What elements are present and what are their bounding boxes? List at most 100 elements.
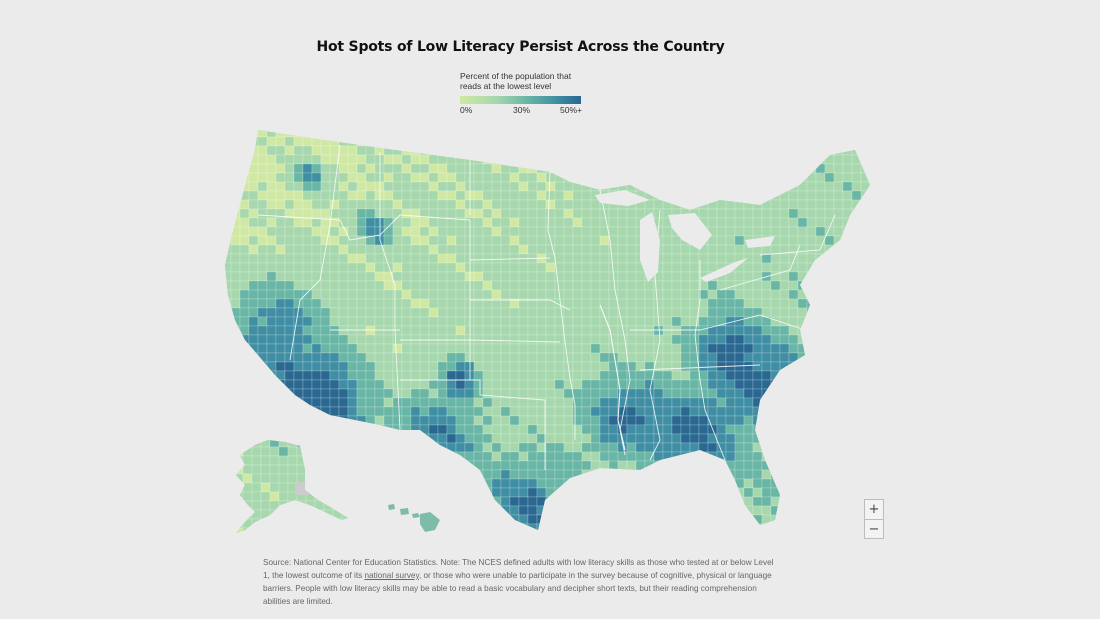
county-cell [482,415,493,426]
county-cell [581,172,592,183]
county-cell [269,500,280,511]
county-cell [698,460,709,471]
county-cell [842,253,853,264]
county-cell [635,451,646,462]
county-cell [320,460,331,471]
county-cell [302,325,313,336]
county-cell [236,527,244,533]
county-cell [869,136,870,147]
county-cell [725,130,736,138]
county-cell [284,163,295,174]
county-cell [383,307,394,318]
county-cell [545,469,556,480]
county-cell [563,262,574,273]
county-cell [842,325,853,336]
county-cell [734,298,745,309]
county-cell [302,199,313,210]
county-cell [428,325,439,336]
county-cell [707,262,718,273]
county-cell [500,406,511,417]
county-cell [266,325,277,336]
county-cell [833,154,844,165]
county-cell [752,361,763,372]
county-cell [419,235,430,246]
county-cell [581,406,592,417]
county-cell [257,298,268,309]
county-cell [635,325,646,336]
county-cell [797,217,808,228]
county-cell [236,491,244,502]
zoom-out-button[interactable]: − [865,520,883,539]
county-cell [464,130,475,138]
county-cell [527,415,538,426]
county-cell [779,190,790,201]
national-survey-link[interactable]: national survey [364,571,419,580]
county-cell [239,208,250,219]
county-cell [260,527,271,533]
county-cell [869,325,870,336]
zoom-in-button[interactable]: + [865,500,883,519]
county-cell [698,442,709,453]
county-cell [770,451,781,462]
county-cell [815,199,826,210]
county-cell [437,190,448,201]
county-cell [239,181,250,192]
county-cell [572,361,583,372]
county-cell [869,379,870,390]
county-cell [314,527,325,533]
county-cell [716,199,727,210]
county-cell [545,388,556,399]
county-cell [698,361,709,372]
county-cell [716,406,727,417]
county-cell [518,289,529,300]
county-cell [815,307,826,318]
county-cell [806,406,817,417]
county-cell [338,217,349,228]
county-cell [536,217,547,228]
county-cell [248,370,259,381]
county-cell [698,487,709,498]
county-cell [869,433,870,444]
county-cell [482,523,493,530]
county-cell [365,154,376,165]
county-cell [617,478,628,489]
county-cell [482,514,493,525]
county-cell [527,208,538,219]
county-cell [599,469,610,480]
county-cell [293,244,304,255]
county-cell [293,190,304,201]
county-cell [716,460,727,471]
county-cell [275,136,286,147]
county-cell [842,514,853,525]
county-cell [347,199,358,210]
county-cell [383,199,394,210]
county-cell [419,172,430,183]
county-cell [341,500,348,511]
county-cell [257,199,268,210]
county-cell [788,388,799,399]
county-cell [491,172,502,183]
county-cell [356,199,367,210]
county-cell [599,343,610,354]
county-cell [518,235,529,246]
county-cell [644,505,655,516]
county-cell [662,352,673,363]
county-cell [347,325,358,336]
county-cell [725,424,736,435]
county-cell [236,455,244,466]
county-cell [410,370,421,381]
county-cell [644,280,655,291]
county-cell [248,181,259,192]
county-cell [239,505,250,516]
county-cell [464,307,475,318]
county-cell [482,469,493,480]
county-cell [302,361,313,372]
county-cell [311,460,322,471]
county-cell [365,271,376,282]
county-cell [338,145,349,156]
county-cell [275,523,286,530]
county-cell [284,289,295,300]
county-cell [833,190,844,201]
county-cell [320,316,331,327]
